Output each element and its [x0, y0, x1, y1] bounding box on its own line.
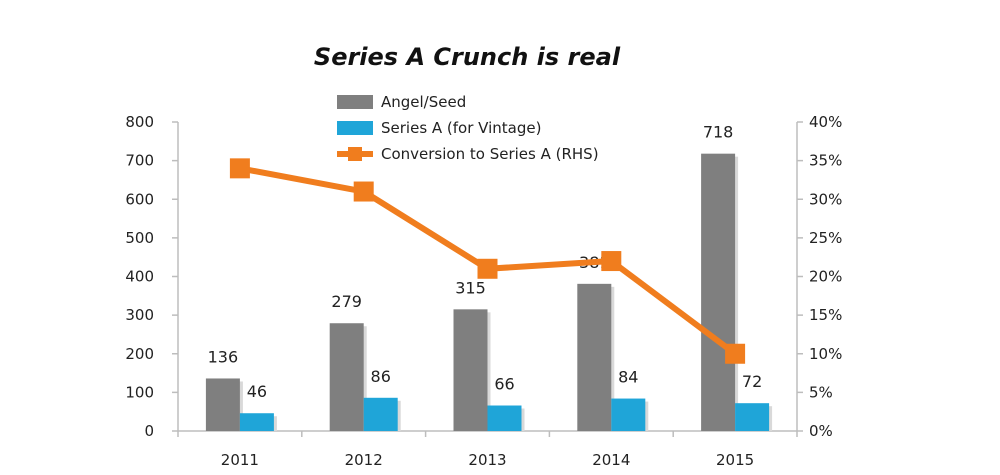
- conversion-marker-2014: [601, 251, 622, 272]
- bar-data-label: 315: [455, 278, 486, 297]
- right-tick-label: 20%: [809, 268, 842, 286]
- left-tick-label: 400: [125, 268, 154, 286]
- bar-series-a-for-vintage-2015: [735, 403, 770, 431]
- x-tick-label: 2014: [592, 451, 630, 469]
- line-series: [229, 158, 746, 364]
- right-tick-label: 0%: [809, 422, 833, 440]
- legend-label: Series A (for Vintage): [381, 119, 541, 137]
- bar-angel-seed-2012: [329, 323, 364, 431]
- bar-data-label: 136: [208, 347, 239, 366]
- conversion-marker-2011: [229, 158, 250, 179]
- x-tick-label: 2015: [716, 451, 754, 469]
- bar-angel-seed-2013: [453, 309, 488, 431]
- bar-data-label: 66: [494, 375, 514, 394]
- legend-label: Conversion to Series A (RHS): [381, 145, 599, 163]
- bar-data-label: 72: [742, 372, 762, 391]
- conversion-marker-2015: [725, 343, 746, 364]
- bar-data-label: 46: [247, 382, 267, 401]
- left-tick-label: 300: [125, 306, 154, 324]
- right-tick-label: 30%: [809, 190, 842, 208]
- left-tick-label: 500: [125, 229, 154, 247]
- left-tick-label: 0: [144, 422, 154, 440]
- right-tick-label: 40%: [809, 113, 842, 131]
- left-axis: 0 100 200 300 400 500 600 700 800: [125, 113, 178, 440]
- bar-series-a-for-vintage-2013: [487, 405, 522, 431]
- x-tick-label: 2012: [345, 451, 383, 469]
- bar-series-a-for-vintage-2014: [611, 398, 646, 431]
- conversion-marker-2012: [353, 181, 374, 202]
- left-tick-label: 100: [125, 383, 154, 401]
- bar-angel-seed-2011: [205, 378, 240, 431]
- right-tick-label: 35%: [809, 152, 842, 170]
- left-tick-label: 200: [125, 345, 154, 363]
- bar-series-a-for-vintage-2012: [363, 397, 398, 431]
- legend-swatch: [337, 121, 373, 135]
- bar-data-label: 718: [703, 123, 734, 142]
- bar-series-a-for-vintage-2011: [239, 413, 274, 431]
- right-tick-label: 10%: [809, 345, 842, 363]
- left-tick-label: 600: [125, 190, 154, 208]
- bar-angel-seed-2015: [701, 153, 736, 432]
- right-tick-label: 5%: [809, 383, 833, 401]
- bar-data-label: 279: [331, 292, 362, 311]
- legend-swatch: [337, 95, 373, 109]
- right-axis: 0% 5% 10% 15% 20% 25% 30% 35% 40%: [797, 113, 842, 440]
- right-tick-label: 25%: [809, 229, 842, 247]
- right-tick-label: 15%: [809, 306, 842, 324]
- legend-marker: [348, 147, 362, 161]
- left-tick-label: 700: [125, 152, 154, 170]
- legend: Angel/Seed Series A (for Vintage) Conversi…: [337, 93, 599, 163]
- bar-data-label: 84: [618, 368, 638, 387]
- legend-label: Angel/Seed: [381, 93, 466, 111]
- x-axis: 2011 2012 2013 2014 2015: [177, 431, 798, 469]
- chart-title: Series A Crunch is real: [314, 43, 621, 71]
- x-tick-label: 2011: [221, 451, 259, 469]
- bar-angel-seed-2014: [577, 283, 612, 431]
- bar-data-label: 86: [371, 367, 391, 386]
- left-tick-label: 800: [125, 113, 154, 131]
- x-tick-label: 2013: [468, 451, 506, 469]
- conversion-marker-2013: [477, 258, 498, 279]
